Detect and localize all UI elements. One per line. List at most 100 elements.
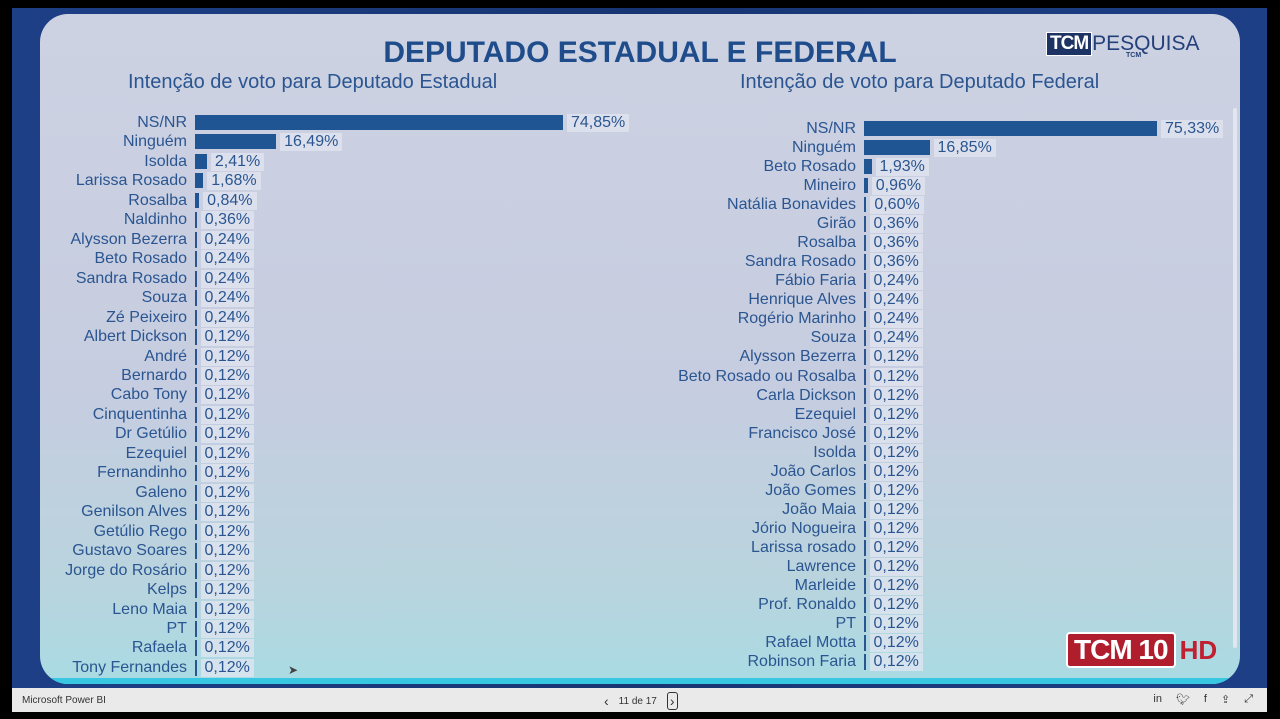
bar[interactable]: [864, 463, 866, 480]
data-label: 0,12%: [869, 557, 923, 576]
bar[interactable]: [195, 465, 197, 482]
bar[interactable]: [195, 582, 197, 599]
bar[interactable]: [195, 134, 277, 150]
bar[interactable]: [195, 504, 197, 521]
bar[interactable]: [195, 601, 197, 618]
bar-row: Larissa rosado 0,12%: [0, 538, 923, 557]
bar[interactable]: [195, 620, 197, 637]
bar[interactable]: [864, 349, 866, 366]
bar[interactable]: [195, 543, 197, 560]
bar[interactable]: [864, 140, 930, 156]
data-label: 0,24%: [200, 269, 254, 288]
bar[interactable]: [195, 348, 197, 365]
category-label: Zé Peixeiro: [106, 308, 187, 326]
bar[interactable]: [864, 178, 868, 194]
twitter-icon[interactable]: 🐦︎: [1175, 694, 1190, 706]
bar[interactable]: [195, 406, 197, 423]
share-icon[interactable]: ⇪: [1220, 694, 1231, 706]
bar[interactable]: [864, 635, 866, 652]
bar[interactable]: [864, 539, 866, 556]
bar[interactable]: [864, 654, 866, 671]
category-label: Ninguém: [791, 139, 856, 157]
data-label: 0,12%: [869, 596, 923, 614]
category-label: Prof. Ronaldo: [758, 596, 856, 613]
bar[interactable]: [864, 577, 866, 594]
bar[interactable]: [864, 520, 866, 537]
bar[interactable]: [864, 406, 866, 423]
bar[interactable]: [864, 444, 866, 461]
category-label: Lawrence: [786, 557, 856, 575]
bar[interactable]: [864, 501, 866, 518]
bar[interactable]: [195, 445, 197, 462]
bar[interactable]: [195, 192, 200, 208]
category-label: Isolda: [813, 443, 856, 461]
bar[interactable]: [864, 292, 866, 309]
category-label: Gustavo Soares: [72, 542, 187, 560]
next-page-button[interactable]: ›: [666, 692, 678, 710]
bar[interactable]: [195, 562, 197, 579]
bar-row: Rafael Motta 0,12%: [0, 634, 923, 653]
data-label: 0,36%: [869, 215, 923, 234]
category-label: Cinquentinha: [92, 405, 187, 423]
data-label: 0,24%: [200, 289, 254, 308]
bar[interactable]: [864, 558, 866, 575]
bar[interactable]: [864, 254, 866, 271]
bar[interactable]: [195, 387, 197, 404]
fullscreen-icon[interactable]: ⤢: [1244, 693, 1253, 705]
bar-row: Getúlio Rego 0,12%: [0, 522, 254, 541]
data-label: 74,85%: [567, 114, 630, 132]
data-label: 0,36%: [200, 211, 255, 230]
category-label: Rogério Marinho: [737, 310, 856, 328]
app-name: Microsoft Power BI: [22, 695, 106, 706]
bar[interactable]: [195, 290, 197, 307]
bar[interactable]: [864, 616, 866, 633]
bar[interactable]: [864, 425, 866, 442]
bar[interactable]: [195, 153, 207, 169]
bar[interactable]: [195, 270, 197, 287]
mouse-cursor-icon: ➤: [288, 663, 299, 677]
data-label: 0,24%: [200, 250, 254, 269]
bar[interactable]: [195, 309, 197, 326]
data-label: 0,12%: [869, 538, 923, 557]
bar-row: Lawrence 0,12%: [0, 557, 923, 576]
bar[interactable]: [864, 482, 866, 499]
bar-row: Ninguém 16,85%: [0, 139, 996, 158]
bar[interactable]: [195, 640, 197, 657]
bar[interactable]: [195, 329, 197, 346]
bar[interactable]: [864, 311, 866, 328]
bar-row: Tony Fernandes 0,12%: [0, 658, 254, 677]
bar[interactable]: [864, 121, 1157, 136]
bar-row: Ezequiel 0,12%: [0, 405, 923, 424]
bar-row: Marleide 0,12%: [0, 576, 923, 595]
bar[interactable]: [195, 115, 563, 130]
facebook-icon[interactable]: f: [1203, 693, 1207, 705]
bar[interactable]: [864, 197, 867, 213]
bar[interactable]: [195, 523, 197, 540]
bar[interactable]: [864, 387, 866, 404]
scrollbar[interactable]: [1233, 108, 1237, 648]
bar[interactable]: [195, 251, 197, 268]
bar[interactable]: [195, 231, 197, 248]
bar[interactable]: [864, 216, 866, 233]
bar-row: Fernandinho 0,12%: [0, 464, 254, 483]
bar[interactable]: [195, 173, 204, 189]
bar[interactable]: [195, 659, 197, 676]
data-label: 0,12%: [200, 600, 254, 619]
bar[interactable]: [864, 368, 866, 385]
bar[interactable]: [864, 159, 872, 175]
bar[interactable]: [864, 273, 866, 290]
bar[interactable]: [864, 235, 866, 252]
prev-page-button[interactable]: ‹: [604, 693, 609, 709]
bar[interactable]: [195, 367, 197, 384]
bar[interactable]: [195, 484, 197, 501]
bar[interactable]: [195, 212, 197, 229]
tcm-pesquisa-logo: TCM PESQUISA TCM: [1046, 32, 1200, 59]
linkedin-icon[interactable]: in: [1153, 693, 1162, 705]
category-label: Alysson Bezerra: [70, 230, 188, 248]
data-label: 0,12%: [869, 405, 923, 424]
category-label: Girão: [816, 215, 856, 233]
bar[interactable]: [864, 597, 866, 613]
bar[interactable]: [864, 330, 866, 347]
category-label: Larissa Rosado: [75, 172, 187, 190]
bar[interactable]: [195, 426, 197, 443]
